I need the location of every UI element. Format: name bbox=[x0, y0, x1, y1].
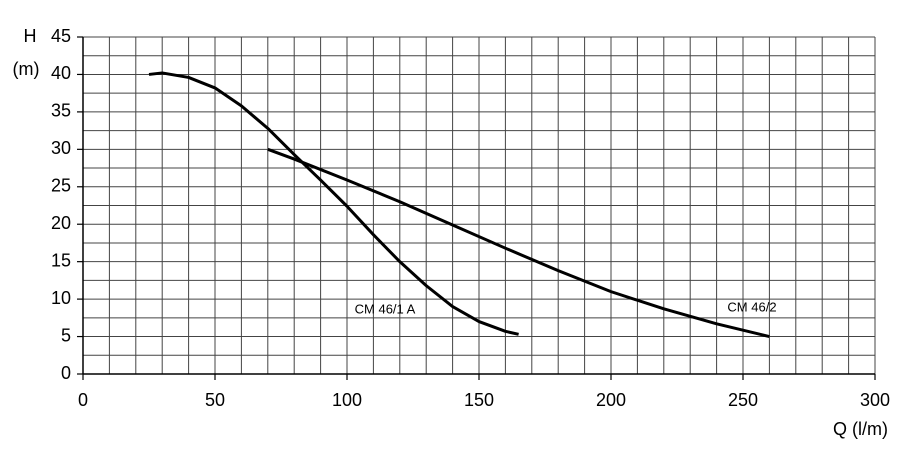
x-axis-label: Q (l/m) bbox=[833, 419, 888, 439]
curve-label: CM 46/1 A bbox=[355, 301, 416, 316]
y-tick-label: 5 bbox=[61, 325, 71, 345]
y-tick-label: 20 bbox=[51, 213, 71, 233]
x-tick-label: 50 bbox=[205, 390, 225, 410]
x-tick-label: 200 bbox=[596, 390, 626, 410]
y-tick-label: 0 bbox=[61, 363, 71, 383]
x-tick-label: 250 bbox=[728, 390, 758, 410]
x-tick-label: 0 bbox=[78, 390, 88, 410]
x-tick-label: 300 bbox=[860, 390, 890, 410]
y-tick-label: 35 bbox=[51, 101, 71, 121]
y-tick-label: 25 bbox=[51, 176, 71, 196]
y-tick-label: 40 bbox=[51, 63, 71, 83]
y-tick-label: 45 bbox=[51, 26, 71, 46]
x-tick-label: 100 bbox=[332, 390, 362, 410]
y-axis-label: H bbox=[24, 26, 37, 46]
y-tick-label: 15 bbox=[51, 250, 71, 270]
curve bbox=[148, 71, 519, 336]
y-tick-label: 30 bbox=[51, 138, 71, 158]
y-tick-label: 10 bbox=[51, 288, 71, 308]
x-tick-label: 150 bbox=[464, 390, 494, 410]
curve-label: CM 46/2 bbox=[727, 299, 776, 314]
y-axis-unit: (m) bbox=[13, 59, 40, 79]
curve bbox=[267, 147, 770, 339]
